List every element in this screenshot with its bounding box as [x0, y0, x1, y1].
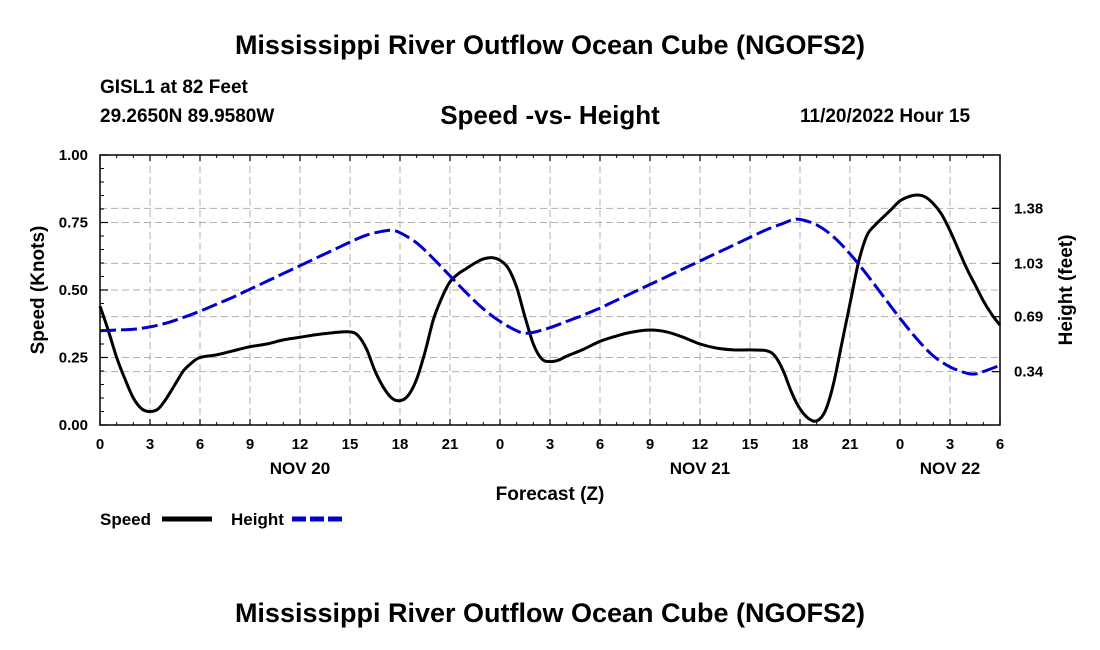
footer-title: Mississippi River Outflow Ocean Cube (NG… — [234, 598, 866, 628]
x-tick-label: 0 — [96, 436, 104, 453]
station-coordinates: 29.2650N 89.9580W — [100, 106, 275, 127]
y-tick-label: 0.00 — [59, 417, 88, 434]
x-tick-label: 21 — [442, 436, 459, 453]
x-tick-label: 9 — [246, 436, 254, 453]
y2-tick-label: 1.03 — [1014, 255, 1043, 272]
chart-title: Mississippi River Outflow Ocean Cube (NG… — [234, 30, 866, 60]
x-tick-label: 12 — [292, 436, 309, 453]
y-tick-label: 0.50 — [59, 282, 88, 299]
x-tick-label: 3 — [946, 436, 954, 453]
axes: 0 3 6 9 12 15 18 21 0 3 6 9 12 15 18 21 0 3 6 NOV 20 NOV 21 N… — [59, 147, 1044, 478]
date-label: NOV 21 — [670, 459, 730, 478]
date-label: NOV 22 — [920, 459, 980, 478]
x-tick-label: 18 — [792, 436, 809, 453]
x-tick-label: 18 — [392, 436, 409, 453]
x-tick-label: 15 — [342, 436, 359, 453]
speed-series-line — [98, 193, 1002, 423]
x-tick-label: 6 — [196, 436, 204, 453]
x-tick-label: 9 — [646, 436, 654, 453]
x-tick-label: 6 — [596, 436, 604, 453]
x-tick-label: 6 — [996, 436, 1004, 453]
y-tick-label: 0.25 — [59, 350, 88, 367]
plot-title: Speed -vs- Height — [440, 100, 660, 130]
x-tick-label: 12 — [692, 436, 709, 453]
legend-speed-label: Speed — [100, 510, 151, 529]
height-series-line — [99, 217, 1001, 376]
x-tick-label: 0 — [496, 436, 504, 453]
x-tick-label: 15 — [742, 436, 759, 453]
series-lines — [98, 193, 1002, 423]
y2-tick-label: 0.69 — [1014, 309, 1043, 326]
x-tick-label: 3 — [546, 436, 554, 453]
y-axis-label: Speed (Knots) — [28, 226, 49, 355]
x-tick-label: 0 — [896, 436, 904, 453]
y2-tick-label: 1.38 — [1014, 200, 1043, 217]
legend-height-label: Height — [231, 510, 284, 529]
grid-lines — [100, 155, 1000, 425]
legend: Speed Height — [100, 510, 342, 529]
station-name: GISL1 at 82 Feet — [100, 77, 248, 98]
date-label: NOV 20 — [270, 459, 330, 478]
forecast-run-time: 11/20/2022 Hour 15 — [800, 106, 971, 127]
x-tick-label: 21 — [842, 436, 859, 453]
y2-tick-label: 0.34 — [1014, 364, 1044, 381]
y-tick-label: 1.00 — [59, 147, 88, 164]
x-tick-label: 3 — [146, 436, 154, 453]
x-axis-label: Forecast (Z) — [496, 484, 605, 505]
y2-axis-label: Height (feet) — [1056, 235, 1077, 346]
y-tick-label: 0.75 — [59, 215, 88, 232]
